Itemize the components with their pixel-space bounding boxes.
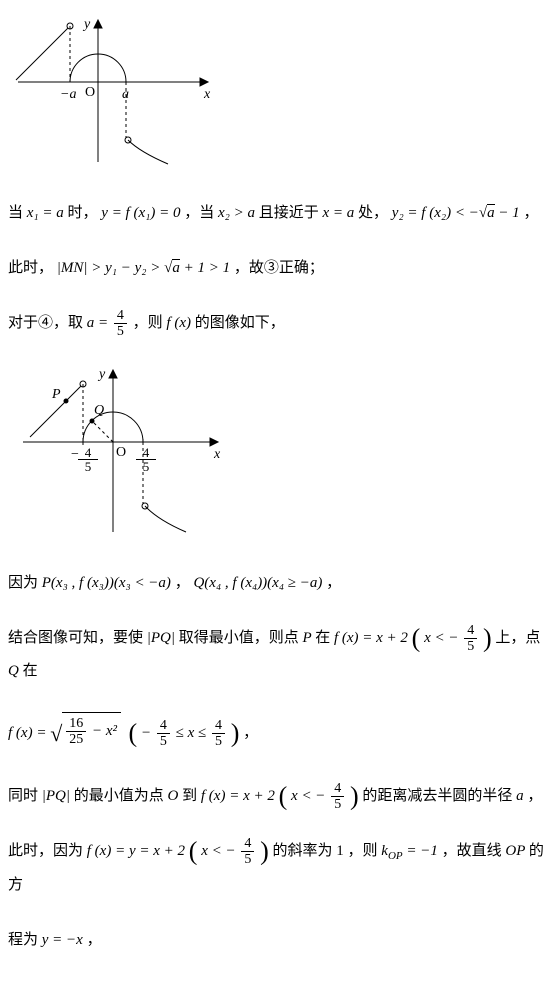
para-slope: 此时，因为 f (x) = y = x + 2 ( x < − 45 ) 的斜率… xyxy=(8,835,551,901)
svg-text:y: y xyxy=(82,17,91,32)
para-fx-sqrt: f (x) = √ 1625 − x² ( − 45 ≤ x ≤ 45 ) ， xyxy=(8,710,551,758)
figure-2-svg: x y O P Q − 45 45 xyxy=(8,362,238,542)
para-x1-a: 当 x₁ = a 时， y = f (x₁) = 0 ，当 x₂ > a 且接近… xyxy=(8,197,551,230)
svg-text:P: P xyxy=(51,387,61,402)
figure-1-svg: x y O −a a xyxy=(8,12,228,172)
para-take-a: 对于④，取 a = 45 ，则 f (x) 的图像如下， xyxy=(8,307,551,340)
para-pq-def: 因为 P(x₃ , f (x₃))(x₃ < −a) ， Q(x₄ , f (x… xyxy=(8,567,551,600)
svg-text:y: y xyxy=(97,367,106,382)
svg-text:x: x xyxy=(203,87,211,102)
svg-text:O: O xyxy=(85,85,95,100)
svg-text:Q: Q xyxy=(94,403,104,418)
svg-text:O: O xyxy=(116,445,126,460)
svg-text:a: a xyxy=(122,87,129,102)
svg-text:−a: −a xyxy=(60,87,76,102)
svg-text:x: x xyxy=(213,447,221,462)
para-mn: 此时， |MN| > y₁ − y₂ > √a + 1 > 1 ，故③正确； xyxy=(8,252,551,285)
figure-1: x y O −a a xyxy=(8,12,551,177)
para-pq-min: 结合图像可知，要使 |PQ| 取得最小值，则点 P 在 f (x) = x + … xyxy=(8,622,551,688)
para-pq-dist: 同时 |PQ| 的最小值为点 O 到 f (x) = x + 2 ( x < −… xyxy=(8,780,551,813)
para-line-eq: 程为 y = −x ， xyxy=(8,924,551,957)
figure-2: x y O P Q − 45 45 xyxy=(8,362,551,547)
